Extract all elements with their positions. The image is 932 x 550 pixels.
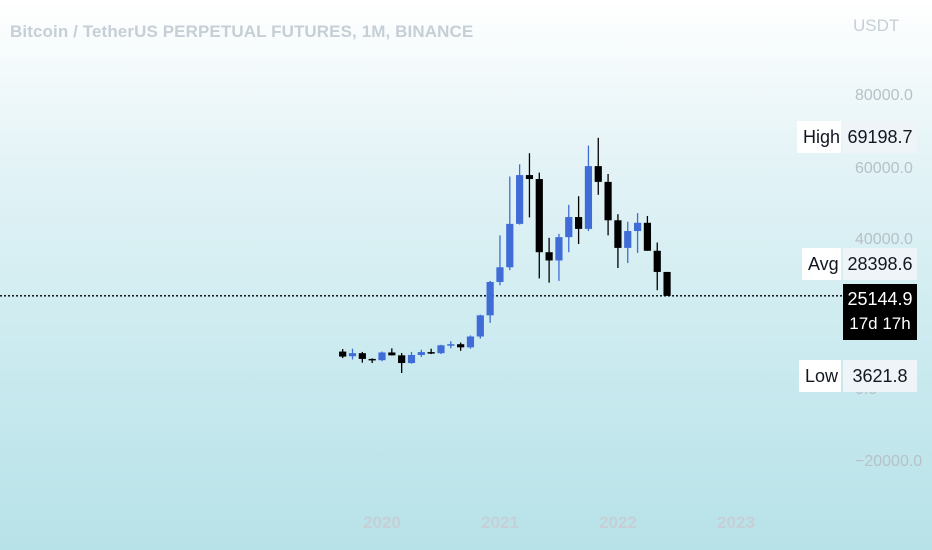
x-tick-2022: 2022 xyxy=(599,513,637,532)
avg-label: Avg xyxy=(802,248,841,280)
candle-body-2021-12[interactable] xyxy=(604,181,612,221)
candle-body-2019-12[interactable] xyxy=(368,358,376,361)
candle-body-2019-10[interactable] xyxy=(348,353,357,357)
high-value: 69198.7 xyxy=(843,121,917,153)
last-price-tag: 25144.9 17d 17h xyxy=(843,284,917,340)
candle-body-2020-01[interactable] xyxy=(378,352,386,361)
low-value: 3621.8 xyxy=(843,360,917,392)
candle-body-2021-09[interactable] xyxy=(575,217,583,229)
candle-body-2020-11[interactable] xyxy=(476,315,484,337)
candle-body-2019-11[interactable] xyxy=(358,353,366,359)
candle-body-2020-12[interactable] xyxy=(486,281,494,316)
candle-body-2022-01[interactable] xyxy=(614,220,622,248)
candle-body-2022-05[interactable] xyxy=(653,250,661,272)
candle-body-2021-01[interactable] xyxy=(496,267,504,282)
y-tick-neg20000: −20000.0 xyxy=(855,453,923,470)
candle-body-2019-09[interactable] xyxy=(339,351,347,357)
x-tick-2023: 2023 xyxy=(717,513,755,532)
chart-title: Bitcoin / TetherUS PERPETUAL FUTURES, 1M… xyxy=(10,22,474,41)
candle-body-2022-06[interactable] xyxy=(663,271,671,296)
x-tick-2021: 2021 xyxy=(481,513,519,532)
candle-body-2021-07[interactable] xyxy=(555,237,563,261)
last-price-value: 25144.9 xyxy=(847,289,913,309)
candle-body-2020-03[interactable] xyxy=(398,355,406,364)
avg-value: 28398.6 xyxy=(843,248,917,280)
candle-body-2020-10[interactable] xyxy=(466,336,475,348)
x-tick-2020: 2020 xyxy=(363,513,401,532)
low-label: Low xyxy=(799,360,841,392)
candle-body-2020-05[interactable] xyxy=(417,352,425,355)
candle-body-2022-02[interactable] xyxy=(624,231,632,248)
candle-body-2021-06[interactable] xyxy=(545,252,553,261)
candle-body-2020-07[interactable] xyxy=(437,345,445,354)
candles-group xyxy=(339,137,671,374)
currency-label: USDT xyxy=(853,16,900,35)
candle-body-2021-10[interactable] xyxy=(584,166,593,229)
candle-body-2021-08[interactable] xyxy=(565,217,573,238)
candle-body-2020-09[interactable] xyxy=(457,344,465,348)
candle-body-2021-02[interactable] xyxy=(506,223,514,268)
candle-body-2021-05[interactable] xyxy=(535,179,543,253)
candle-body-2021-03[interactable] xyxy=(516,175,524,224)
candle-countdown: 17d 17h xyxy=(849,314,911,333)
candle-body-2022-04[interactable] xyxy=(643,222,652,251)
high-label: High xyxy=(797,121,841,153)
y-tick-40000: 40000.0 xyxy=(855,231,913,248)
candle-body-2020-08[interactable] xyxy=(447,344,455,346)
y-tick-60000: 60000.0 xyxy=(855,160,913,177)
candle-body-2021-11[interactable] xyxy=(594,166,602,182)
candle-body-2020-02[interactable] xyxy=(388,352,396,356)
candle-body-2021-04[interactable] xyxy=(525,175,534,180)
y-tick-80000: 80000.0 xyxy=(855,87,913,104)
candle-body-2020-06[interactable] xyxy=(427,352,435,354)
candle-body-2022-03[interactable] xyxy=(633,222,642,232)
candle-body-2020-04[interactable] xyxy=(407,354,416,364)
